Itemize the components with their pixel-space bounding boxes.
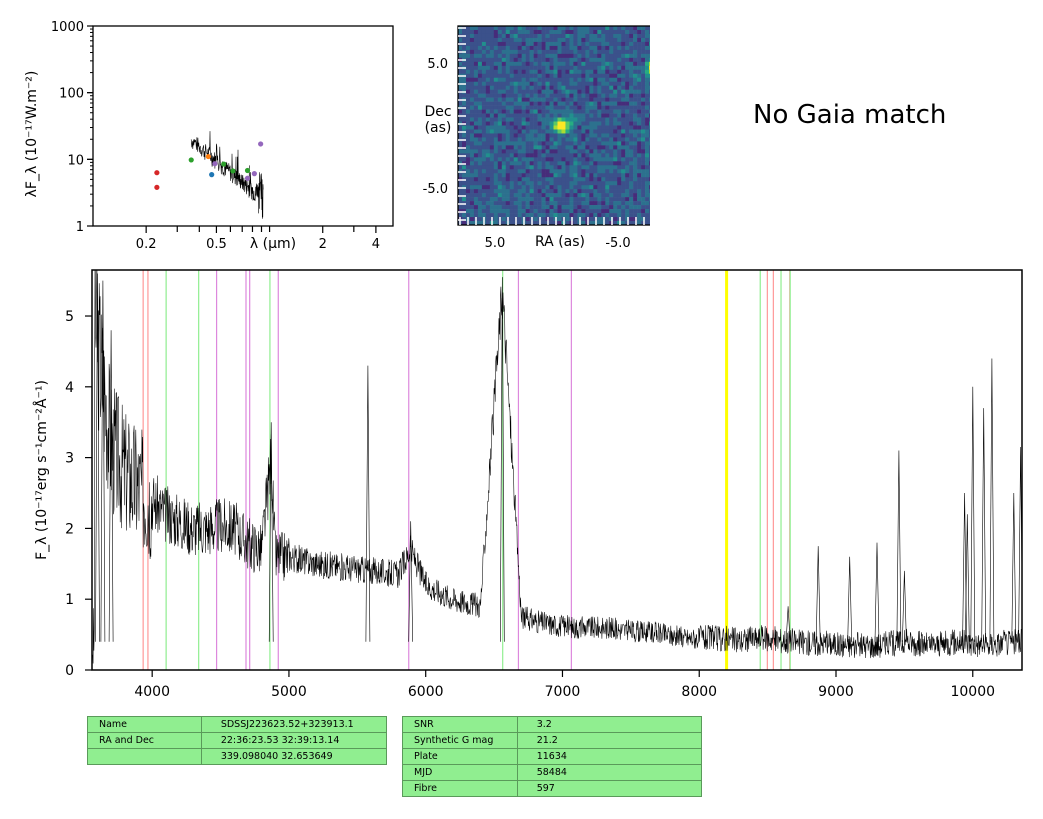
spectrum-spike	[95, 273, 100, 642]
table-key-cell: MJD	[402, 764, 518, 781]
ra-tick-label: 5.0	[485, 236, 506, 251]
sed-spectrum-line	[190, 131, 264, 219]
table-key-cell	[87, 748, 202, 765]
image-cutout-plot: 5.0 -5.0 5.0 -5.0 RA (as) Dec (as)	[423, 25, 650, 251]
table-value-cell: 597	[516, 780, 703, 797]
spectrum-y-tick-label: 4	[65, 380, 74, 396]
spectrum-spike	[847, 556, 852, 642]
spectrum-spike	[896, 450, 902, 642]
spectrum-spike	[785, 606, 791, 642]
dec-axis-label: Dec (as)	[424, 104, 451, 136]
sed-y-tick-label: 1000	[51, 20, 84, 35]
sed-photometry-point	[188, 157, 194, 163]
sed-photometry-point	[244, 167, 251, 174]
sed-photometry-point	[212, 161, 218, 167]
image-cutout	[458, 26, 650, 226]
spectrum-spike	[100, 280, 106, 642]
sed-photometry-point	[154, 184, 160, 190]
table-value-cell: 339.098040 32.653649	[200, 748, 388, 765]
spectrum-spike	[815, 546, 821, 642]
spectrum-x-tick-label: 6000	[408, 684, 444, 700]
spectrum-spike	[874, 542, 880, 642]
spectrum-plot: 4000 5000 6000 7000 8000 9000 10000 0 1 2 3 4 5 F_λ …	[33, 269, 1023, 700]
table-value-cell: SDSSJ223623.52+323913.1	[200, 716, 388, 733]
sed-photometry-point	[209, 172, 215, 178]
spectrum-x-tick-label: 9000	[818, 684, 854, 700]
spectrum-x-tick-label: 10000	[950, 684, 995, 700]
sed-x-tick-label: 4	[372, 237, 380, 252]
spectrum-spike	[408, 521, 413, 642]
ra-tick-label: -5.0	[605, 236, 630, 251]
sed-x-tick-label: 2	[319, 237, 327, 252]
sed-y-tick-label: 1	[76, 220, 84, 235]
table-value-cell: 11634	[516, 748, 703, 765]
sed-photometry-point	[205, 153, 211, 160]
spectrum-x-tick-label: 5000	[271, 684, 307, 700]
table-row: SNR 3.2	[402, 716, 703, 733]
spectrum-spike	[108, 330, 114, 642]
table-row: Fibre 597	[402, 780, 703, 797]
table-value-cell: 3.2	[516, 716, 703, 733]
spectrum-spike	[365, 365, 371, 642]
spectrum-spike	[962, 492, 967, 642]
spectrum-line	[92, 270, 1022, 664]
table-row: Plate 11634	[402, 748, 703, 765]
spectrum-spike	[981, 408, 986, 642]
observation-info-table: SNR 3.2 Synthetic G mag 21.2 Plate 11634 MJD 58…	[402, 716, 703, 797]
table-key-cell: Name	[87, 716, 202, 733]
dec-tick-label: -5.0	[423, 182, 448, 197]
spectrum-y-tick-label: 3	[65, 451, 74, 467]
table-value-cell: 58484	[516, 764, 703, 781]
dec-tick-label: 5.0	[427, 57, 448, 72]
spectrum-y-tick-label: 5	[65, 309, 74, 325]
table-key-cell: Synthetic G mag	[402, 732, 518, 749]
spectrum-spike	[965, 514, 970, 642]
sed-photometry-point	[154, 170, 160, 176]
table-row: 339.098040 32.653649	[87, 748, 388, 765]
spectrum-y-axis-label: F_λ (10⁻¹⁷erg s⁻¹cm⁻²Å⁻¹)	[33, 380, 50, 560]
sed-x-tick-label: 0.2	[136, 237, 157, 252]
sed-photometry-point	[258, 141, 264, 147]
table-key-cell: Plate	[402, 748, 518, 765]
spectrum-spike	[268, 422, 274, 642]
sed-y-tick-label: 100	[59, 87, 84, 102]
sed-photometry-point	[221, 161, 227, 167]
spectrum-spike	[1011, 492, 1017, 642]
sed-frame	[92, 25, 394, 227]
sed-x-tick-label: 0.5	[206, 237, 227, 252]
sed-photometry-point	[244, 175, 251, 181]
table-row: Synthetic G mag 21.2	[402, 732, 703, 749]
spectrum-frame	[91, 269, 1023, 671]
spectrum-spike	[989, 358, 995, 642]
object-info-table: Name SDSSJ223623.52+323913.1 RA and Dec 22:…	[87, 716, 388, 765]
spectrum-spike	[902, 570, 907, 642]
table-row: MJD 58484	[402, 764, 703, 781]
spectrum-x-tick-label: 8000	[681, 684, 717, 700]
spectrum-y-tick-label: 0	[65, 663, 74, 679]
table-key-cell: SNR	[402, 716, 518, 733]
spectrum-x-tick-label: 4000	[134, 684, 170, 700]
table-value-cell: 22:36:23.53 32:39:13.14	[200, 732, 388, 749]
sed-x-axis-label: λ (μm)	[250, 236, 296, 252]
table-value-cell: 21.2	[516, 732, 703, 749]
sed-photometry-point	[230, 168, 236, 174]
sed-y-tick-label: 10	[67, 153, 84, 168]
ra-axis-label: RA (as)	[535, 234, 585, 250]
sed-plot: 1 10 100 1000 0.2 0.5 2 4 λF_λ (10⁻¹⁷W.m⁻²) λ (…	[24, 20, 394, 252]
spectrum-spike	[500, 277, 505, 642]
table-key-cell: Fibre	[402, 780, 518, 797]
gaia-status-text: No Gaia match	[753, 100, 947, 130]
table-row: Name SDSSJ223623.52+323913.1	[87, 716, 388, 733]
sed-y-axis-label: λF_λ (10⁻¹⁷W.m⁻²)	[24, 71, 40, 198]
spectrum-x-tick-label: 7000	[545, 684, 581, 700]
spectrum-spike	[970, 386, 976, 642]
spectrum-y-tick-label: 2	[65, 521, 74, 537]
sed-photometry-point	[251, 171, 257, 177]
spectrum-y-tick-label: 1	[65, 592, 74, 608]
table-row: RA and Dec 22:36:23.53 32:39:13.14	[87, 732, 388, 749]
table-key-cell: RA and Dec	[87, 732, 202, 749]
